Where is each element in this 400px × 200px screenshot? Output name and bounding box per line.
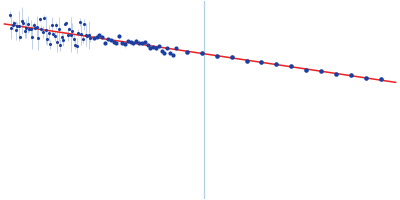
Point [86,33,92,37]
Point [34,26,40,29]
Point [144,43,151,46]
Point [147,46,154,49]
Point [139,42,145,45]
Point [29,35,36,38]
Point [303,69,309,72]
Point [172,47,179,50]
Point [56,27,62,31]
Point [22,29,28,32]
Point [19,19,25,22]
Point [167,51,173,54]
Point [136,41,142,44]
Point [243,60,250,63]
Point [35,37,41,40]
Point [30,23,37,27]
Point [48,23,55,26]
Point [54,40,61,43]
Point [23,27,30,30]
Point [96,33,103,37]
Point [75,31,82,34]
Point [80,37,86,40]
Point [122,43,128,46]
Point [26,28,32,31]
Point [362,76,369,79]
Point [65,34,71,37]
Point [94,35,100,38]
Point [81,23,87,26]
Point [41,16,47,19]
Point [113,41,120,44]
Point [74,44,80,47]
Point [142,41,148,44]
Point [105,37,111,40]
Point [47,43,53,46]
Point [76,20,83,23]
Point [156,45,162,48]
Point [110,40,117,43]
Point [59,35,65,38]
Point [214,54,220,57]
Point [161,52,168,55]
Point [69,29,76,32]
Point [273,62,280,65]
Point [78,32,84,35]
Point [14,24,21,28]
Point [20,22,26,25]
Point [258,61,265,64]
Point [288,65,294,68]
Point [228,55,235,58]
Point [45,31,52,35]
Point [8,26,15,29]
Point [164,46,170,50]
Point [36,18,43,21]
Point [11,21,18,25]
Point [70,37,77,40]
Point [119,41,125,44]
Point [82,33,89,36]
Point [17,35,24,38]
Point [60,38,67,42]
Point [13,29,19,32]
Point [199,52,205,55]
Point [28,28,34,31]
Point [66,27,72,30]
Point [153,47,159,50]
Point [84,34,90,37]
Point [108,38,114,41]
Point [87,36,93,39]
Point [133,40,140,43]
Point [51,34,58,37]
Point [127,41,134,44]
Point [333,72,339,76]
Point [378,77,384,80]
Point [102,41,108,44]
Point [318,69,324,72]
Point [16,25,22,28]
Point [150,46,156,49]
Point [184,50,190,54]
Point [53,24,59,27]
Point [68,33,74,37]
Point [170,53,176,56]
Point [62,23,68,26]
Point [50,32,56,35]
Point [99,35,106,39]
Point [44,37,50,41]
Point [7,13,13,16]
Point [124,39,131,42]
Point [63,21,70,24]
Point [130,42,136,45]
Point [42,29,49,32]
Point [57,43,64,46]
Point [32,26,38,29]
Point [38,27,44,30]
Point [158,49,165,52]
Point [91,37,97,40]
Point [72,43,78,46]
Point [116,34,122,38]
Point [25,23,31,26]
Point [348,74,354,77]
Point [10,23,16,27]
Point [40,30,46,34]
